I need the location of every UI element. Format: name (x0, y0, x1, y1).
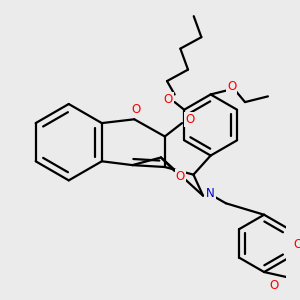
Text: O: O (132, 103, 141, 116)
Text: O: O (185, 113, 194, 126)
Text: N: N (206, 187, 215, 200)
Text: O: O (269, 279, 278, 292)
Text: O: O (163, 93, 172, 106)
Text: O: O (176, 170, 185, 183)
Text: O: O (294, 238, 300, 251)
Text: O: O (227, 80, 236, 93)
